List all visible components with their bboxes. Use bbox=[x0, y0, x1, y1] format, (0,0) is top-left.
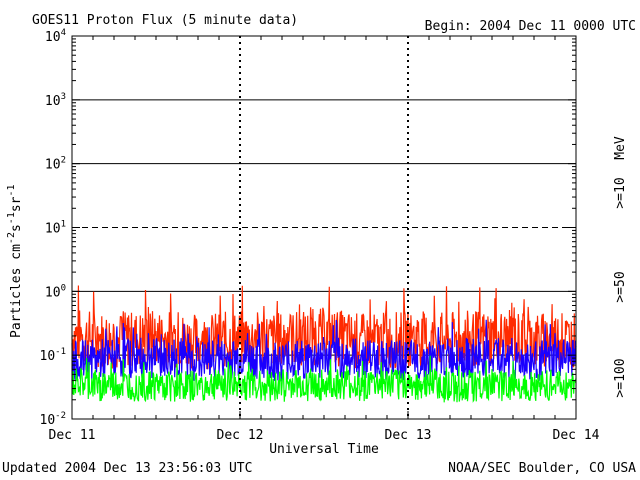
x-tick-label: Dec 14 bbox=[553, 428, 600, 443]
legend-ge100: >=100 bbox=[613, 358, 628, 397]
begin-time: Begin: 2004 Dec 11 0000 UTC bbox=[425, 19, 636, 34]
y-axis-ticks: 10-2 10-1 100 101 102 103 104 bbox=[40, 28, 576, 428]
x-axis-ticks: Dec 11 Dec 12 Dec 13 Dec 14 bbox=[49, 36, 600, 443]
legend-ge50: >=50 bbox=[613, 271, 628, 302]
credit-label: NOAA/SEC Boulder, CO USA bbox=[448, 461, 636, 476]
y-tick-label: 103 bbox=[45, 92, 66, 109]
x-axis-label: Universal Time bbox=[269, 442, 379, 457]
updated-timestamp: Updated 2004 Dec 13 23:56:03 UTC bbox=[2, 461, 252, 476]
series-line-ge50 bbox=[71, 319, 577, 382]
day-dividers bbox=[239, 36, 409, 419]
series-line-ge100 bbox=[71, 355, 577, 403]
series-line-ge10 bbox=[71, 285, 577, 370]
y-tick-label: 10-2 bbox=[40, 411, 67, 428]
legend-ge10: >=10 bbox=[613, 177, 628, 208]
x-tick-label: Dec 12 bbox=[217, 428, 264, 443]
y-tick-label: 10-1 bbox=[40, 347, 67, 364]
y-axis-label: Particles cm-2s-1sr-1 bbox=[6, 184, 24, 338]
series-layer bbox=[71, 285, 577, 403]
x-tick-label: Dec 11 bbox=[49, 428, 96, 443]
y-tick-label: 100 bbox=[45, 283, 66, 300]
y-tick-label: 102 bbox=[45, 156, 66, 173]
y-axis-label-text: Particles cm bbox=[9, 244, 24, 338]
unit-label: MeV bbox=[613, 136, 628, 160]
y-tick-label: 101 bbox=[45, 220, 66, 237]
chart-title: GOES11 Proton Flux (5 minute data) bbox=[32, 13, 298, 28]
x-tick-label: Dec 13 bbox=[385, 428, 432, 443]
y-tick-label: 104 bbox=[45, 28, 66, 45]
